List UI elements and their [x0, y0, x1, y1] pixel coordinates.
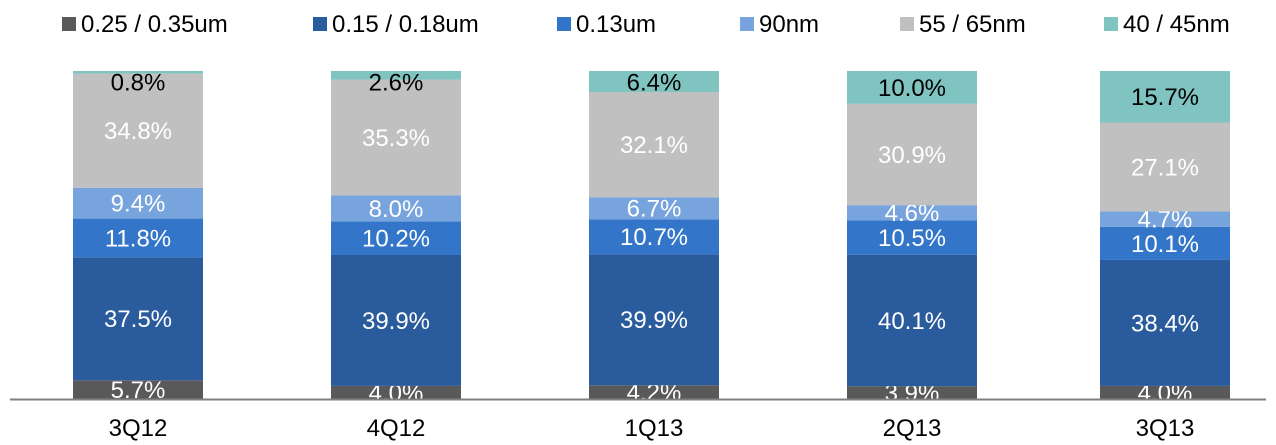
legend-swatch-0-15-0-18um: [313, 17, 327, 31]
bar-segment-2q13-40-45nm: [847, 71, 977, 104]
bar-segment-3q12-55-65nm: [73, 73, 203, 188]
bar-segment-3q13-40-45nm: [1100, 71, 1230, 123]
legend-label-0-25-0-35um: 0.25 / 0.35um: [81, 11, 228, 38]
bar-segment-1q13-0-13um: [589, 219, 719, 255]
bar-segment-4q12-0-25-0-35um: [331, 385, 461, 399]
legend-swatch-55-65nm: [900, 17, 914, 31]
data-label-3q12-40-45nm: 0.8%: [111, 70, 166, 97]
bar-stack-3q13: 4.0%38.4%10.1%4.7%27.1%15.7%: [1100, 71, 1230, 407]
bar-segment-2q13-90nm: [847, 205, 977, 221]
x-tick-label-4q12: 4Q12: [367, 415, 426, 442]
data-label-2q13-55-65nm: 30.9%: [878, 142, 946, 169]
data-label-2q13-0-13um: 10.5%: [878, 225, 946, 252]
bar-segment-4q12-40-45nm: [331, 71, 461, 80]
legend-swatch-40-45nm: [1104, 17, 1118, 31]
legend-label-40-45nm: 40 / 45nm: [1123, 11, 1230, 38]
data-label-4q12-90nm: 8.0%: [369, 196, 424, 223]
bar-stack-1q13: 4.2%39.9%10.7%6.7%32.1%6.4%: [589, 70, 719, 407]
data-label-2q13-40-45nm: 10.0%: [878, 75, 946, 102]
bar-segment-4q12-0-13um: [331, 221, 461, 256]
legend-item-0-13um: 0.13um: [557, 11, 656, 38]
data-label-2q13-0-15-0-18um: 40.1%: [878, 308, 946, 335]
bar-segment-4q12-90nm: [331, 195, 461, 222]
data-label-3q13-0-13um: 10.1%: [1131, 231, 1199, 258]
bar-segment-3q13-0-25-0-35um: [1100, 385, 1230, 399]
data-label-3q13-0-15-0-18um: 38.4%: [1131, 310, 1199, 337]
data-label-1q13-90nm: 6.7%: [627, 196, 682, 223]
bar-segment-3q13-0-13um: [1100, 226, 1230, 260]
data-label-3q13-40-45nm: 15.7%: [1131, 84, 1199, 111]
legend: 0.25 / 0.35um 0.15 / 0.18um 0.13um 90nm 55 /…: [62, 11, 1230, 38]
bar-segment-4q12-55-65nm: [331, 79, 461, 196]
x-tick-label-1q13: 1Q13: [625, 415, 684, 442]
bar-segment-3q12-40-45nm: [73, 71, 203, 74]
legend-item-55-65nm: 55 / 65nm: [900, 11, 1026, 38]
data-label-1q13-55-65nm: 32.1%: [620, 132, 688, 159]
bar-segment-1q13-90nm: [589, 197, 719, 220]
bar-stack-2q13: 3.9%40.1%10.5%4.6%30.9%10.0%: [847, 71, 977, 407]
bar-stack-3q12: 5.7%37.5%11.8%9.4%34.8%0.8%: [73, 70, 203, 404]
data-label-1q13-0-15-0-18um: 39.9%: [620, 307, 688, 334]
bar-segment-1q13-0-15-0-18um: [589, 254, 719, 386]
bar-segment-2q13-0-25-0-35um: [847, 386, 977, 399]
bar-segment-1q13-40-45nm: [589, 71, 719, 92]
bar-segment-3q12-0-25-0-35um: [73, 380, 203, 399]
data-label-4q12-0-13um: 10.2%: [362, 226, 430, 253]
x-tick-label-2q13: 2Q13: [883, 415, 942, 442]
data-label-3q12-0-15-0-18um: 37.5%: [104, 306, 172, 333]
legend-label-0-15-0-18um: 0.15 / 0.18um: [332, 11, 479, 38]
bar-segment-3q13-90nm: [1100, 211, 1230, 227]
bar-stack-4q12: 4.0%39.9%10.2%8.0%35.3%2.6%: [331, 70, 461, 407]
x-tick-label-3q12: 3Q12: [109, 415, 168, 442]
legend-item-0-25-0-35um: 0.25 / 0.35um: [62, 11, 228, 38]
data-label-3q12-0-13um: 11.8%: [105, 225, 171, 252]
legend-swatch-0-13um: [557, 17, 571, 31]
legend-item-90nm: 90nm: [740, 11, 819, 38]
bar-segment-2q13-55-65nm: [847, 103, 977, 206]
data-label-3q13-55-65nm: 27.1%: [1131, 154, 1199, 181]
x-axis: 3Q12 4Q12 1Q13 2Q13 3Q13: [10, 398, 1266, 442]
legend-label-90nm: 90nm: [759, 11, 819, 38]
bar-segment-3q12-0-15-0-18um: [73, 257, 203, 381]
bar-segment-3q13-55-65nm: [1100, 122, 1230, 212]
data-label-1q13-0-13um: 10.7%: [620, 224, 688, 251]
data-label-1q13-40-45nm: 6.4%: [627, 70, 682, 97]
bar-segment-1q13-55-65nm: [589, 91, 719, 198]
data-label-4q12-40-45nm: 2.6%: [369, 70, 424, 97]
bar-segment-3q12-90nm: [73, 187, 203, 219]
data-label-4q12-0-15-0-18um: 39.9%: [362, 308, 430, 335]
legend-label-0-13um: 0.13um: [576, 11, 656, 38]
legend-swatch-0-25-0-35um: [62, 17, 76, 31]
legend-item-0-15-0-18um: 0.15 / 0.18um: [313, 11, 479, 38]
plot-area: 5.7%37.5%11.8%9.4%34.8%0.8%4.0%39.9%10.2…: [73, 70, 1230, 407]
legend-label-55-65nm: 55 / 65nm: [919, 11, 1026, 38]
bar-segment-4q12-0-15-0-18um: [331, 255, 461, 386]
bar-segment-2q13-0-15-0-18um: [847, 254, 977, 387]
legend-item-40-45nm: 40 / 45nm: [1104, 11, 1230, 38]
bar-segment-3q13-0-15-0-18um: [1100, 259, 1230, 386]
bar-segment-3q12-0-13um: [73, 218, 203, 258]
bar-segment-1q13-0-25-0-35um: [589, 385, 719, 399]
x-tick-label-3q13: 3Q13: [1136, 415, 1195, 442]
bar-segment-2q13-0-13um: [847, 220, 977, 255]
data-label-3q12-90nm: 9.4%: [111, 191, 166, 218]
legend-swatch-90nm: [740, 17, 754, 31]
data-label-4q12-55-65nm: 35.3%: [362, 125, 430, 152]
data-label-3q12-55-65nm: 34.8%: [104, 118, 172, 145]
